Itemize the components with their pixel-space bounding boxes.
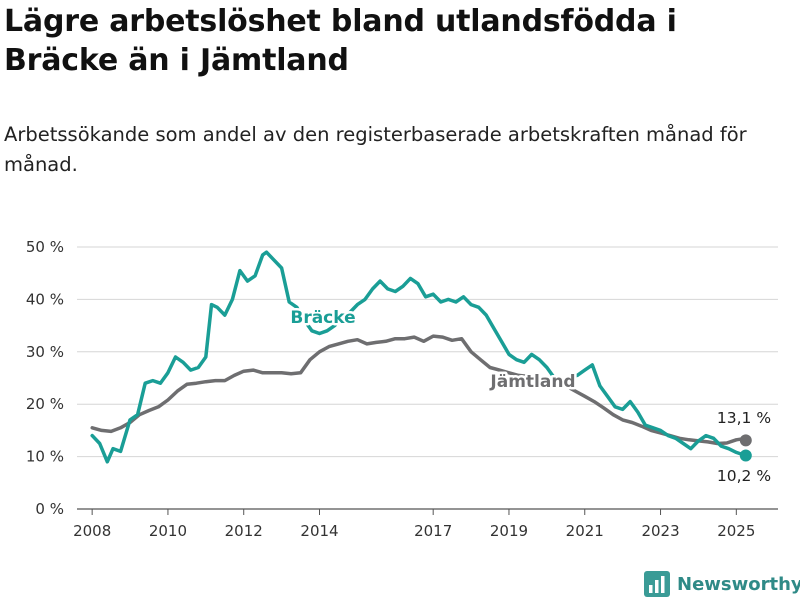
x-tick-label: 2019 xyxy=(490,522,528,540)
end-point-marker xyxy=(739,434,752,447)
x-tick-label: 2008 xyxy=(73,522,111,540)
series-line-bracke xyxy=(90,250,748,464)
chart-subtitle: Arbetssökande som andel av den registerb… xyxy=(4,123,747,176)
bar-chart-logo-icon xyxy=(644,571,670,597)
y-tick-label: 0 % xyxy=(35,500,64,518)
y-tick-label: 10 % xyxy=(26,448,64,466)
x-tick-label: 2014 xyxy=(300,522,338,540)
y-tick-label: 40 % xyxy=(26,290,64,308)
y-tick-label: 20 % xyxy=(26,395,64,413)
newsworthy-logo: Newsworthy xyxy=(644,569,800,599)
series-name-label: Jämtland xyxy=(489,372,575,392)
x-tick-label: 2017 xyxy=(414,522,452,540)
chart-title: Lägre arbetslöshet bland utlandsfödda i … xyxy=(4,4,677,78)
x-tick-label: 2012 xyxy=(225,522,263,540)
x-tick-label: 2023 xyxy=(641,522,679,540)
end-value-label: 13,1 % xyxy=(717,409,771,427)
x-tick-label: 2025 xyxy=(717,522,755,540)
series-line-jamtland xyxy=(90,334,748,446)
brand-name: Newsworthy xyxy=(677,573,800,595)
y-tick-label: 50 % xyxy=(26,238,64,256)
series-lines xyxy=(90,250,752,464)
axis-ticks: 0 % 10 % 20 % 30 % 40 % 50 % 2008 2010 2012 2014 2… xyxy=(26,238,756,540)
x-tick-label: 2021 xyxy=(566,522,604,540)
end-value-label: 10,2 % xyxy=(717,467,771,485)
series-name-label: Bräcke xyxy=(290,308,355,328)
end-point-marker xyxy=(739,449,752,462)
grid-lines xyxy=(77,246,778,510)
x-tick-label: 2010 xyxy=(149,522,187,540)
series-labels: Jämtland 13,1 % Bräcke 10,2 % xyxy=(288,306,771,486)
y-tick-label: 30 % xyxy=(26,343,64,361)
